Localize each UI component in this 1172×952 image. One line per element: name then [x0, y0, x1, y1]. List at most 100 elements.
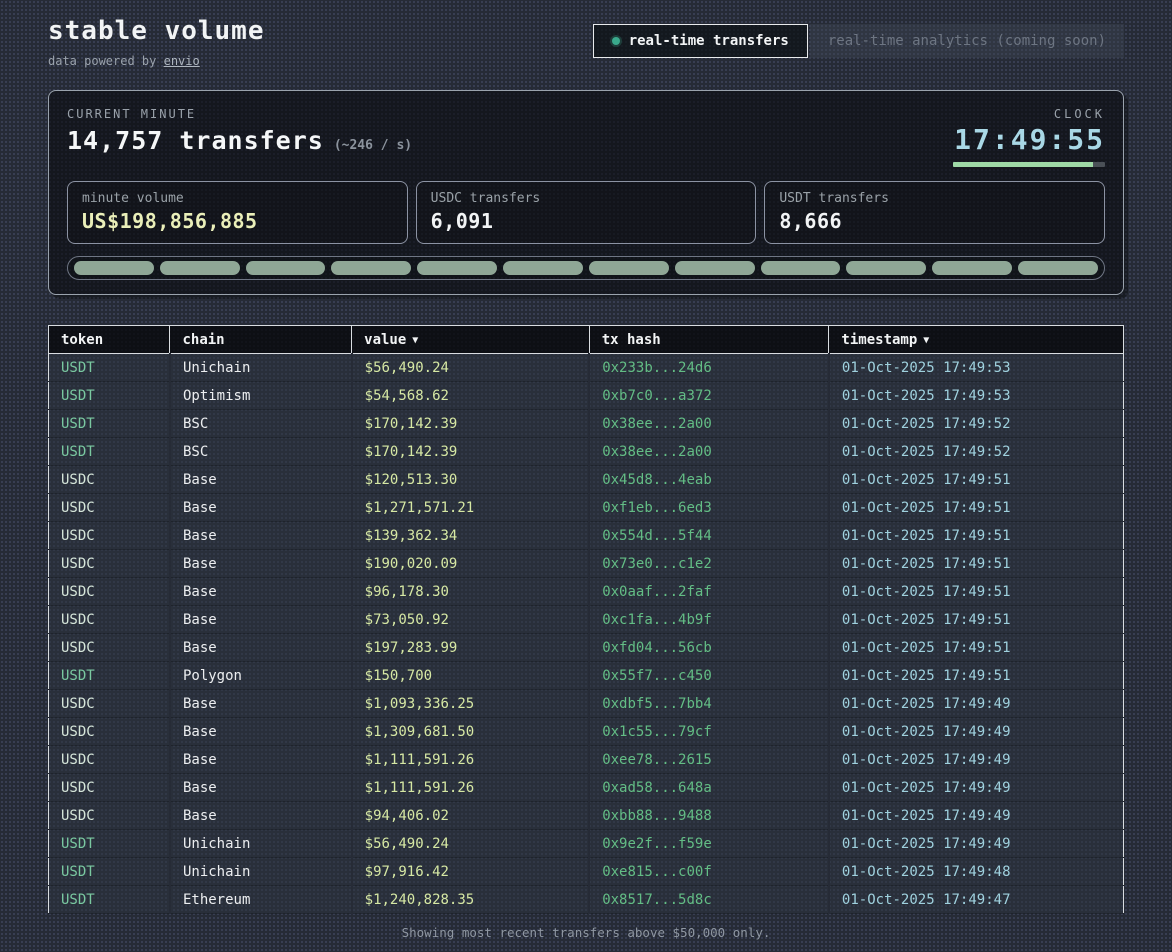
stat-value: US$198,856,885: [82, 209, 258, 233]
activity-segment: [245, 261, 326, 275]
activity-segment: [588, 261, 669, 275]
stat-boxes: minute volume US$198,856,885 USDC transf…: [67, 181, 1106, 244]
cell-tx-hash[interactable]: 0x233b...24d6: [589, 353, 830, 382]
cell-tx-hash[interactable]: 0x38ee...2a00: [589, 437, 830, 466]
cell-chain: Optimism: [169, 381, 353, 410]
cell-tx-hash[interactable]: 0xee78...2615: [589, 745, 830, 774]
table-row: USDC Base $96,178.30 0x0aaf...2faf 01-Oc…: [48, 577, 1124, 606]
table-row: USDC Base $1,309,681.50 0x1c55...79cf 01…: [48, 717, 1124, 746]
cell-tx-hash[interactable]: 0xe815...c00f: [589, 857, 830, 886]
cell-tx-hash[interactable]: 0x554d...5f44: [589, 521, 830, 550]
cell-value: $1,271,571.21: [351, 493, 591, 522]
cell-value: $139,362.34: [351, 521, 591, 550]
cell-timestamp: 01-Oct-2025 17:49:52: [828, 409, 1124, 438]
sort-desc-icon: ▼: [412, 334, 419, 346]
table-row: USDC Base $1,093,336.25 0xdbf5...7bb4 01…: [48, 689, 1124, 718]
cell-value: $170,142.39: [351, 409, 591, 438]
cell-chain: Polygon: [169, 661, 353, 690]
table-row: USDT Ethereum $1,240,828.35 0x8517...5d8…: [48, 885, 1124, 914]
stat-box-minute-volume: minute volume US$198,856,885: [67, 181, 408, 244]
activity-segment: [846, 261, 927, 275]
cell-token: USDT: [48, 437, 171, 466]
tab-real-time-transfers[interactable]: real-time transfers: [592, 24, 808, 58]
cell-chain: BSC: [169, 409, 353, 438]
col-header-token: token: [48, 325, 171, 354]
cell-tx-hash[interactable]: 0xdbf5...7bb4: [589, 689, 830, 718]
cell-tx-hash[interactable]: 0x1c55...79cf: [589, 717, 830, 746]
activity-segment: [1018, 261, 1098, 275]
col-header-timestamp[interactable]: timestamp ▼: [828, 325, 1124, 354]
cell-token: USDC: [48, 465, 171, 494]
title-block: stable volume data powered by envio: [48, 14, 265, 68]
cell-value: $170,142.39: [351, 437, 591, 466]
table-row: USDT Optimism $54,568.62 0xb7c0...a372 0…: [48, 381, 1124, 410]
cell-token: USDT: [48, 661, 171, 690]
cell-token: USDC: [48, 773, 171, 802]
cell-value: $1,093,336.25: [351, 689, 591, 718]
cell-timestamp: 01-Oct-2025 17:49:49: [828, 717, 1124, 746]
stat-value: 6,091: [430, 209, 494, 233]
cell-value: $56,490.24: [351, 353, 591, 382]
envio-link[interactable]: envio: [163, 54, 200, 68]
table-row: USDC Base $197,283.99 0xfd04...56cb 01-O…: [48, 633, 1124, 662]
cell-tx-hash[interactable]: 0xc1fa...4b9f: [589, 605, 830, 634]
stat-label: USDT transfers: [779, 191, 889, 206]
cell-token: USDC: [48, 801, 171, 830]
cell-timestamp: 01-Oct-2025 17:49:51: [828, 605, 1124, 634]
tab-real-time-analytics[interactable]: real-time analytics (coming soon): [809, 24, 1124, 58]
table-row: USDC Base $1,111,591.26 0xee78...2615 01…: [48, 745, 1124, 774]
cell-chain: Base: [169, 773, 353, 802]
table-row: USDC Base $139,362.34 0x554d...5f44 01-O…: [48, 521, 1124, 550]
table-row: USDT Unichain $56,490.24 0x9e2f...f59e 0…: [48, 829, 1124, 858]
table-row: USDT BSC $170,142.39 0x38ee...2a00 01-Oc…: [48, 409, 1124, 438]
activity-segment-bar: [67, 256, 1105, 280]
topbar: stable volume data powered by envio real…: [48, 14, 1124, 68]
clock-label: CLOCK: [1053, 107, 1105, 121]
cell-token: USDT: [48, 857, 171, 886]
cell-chain: Ethereum: [169, 885, 353, 914]
cell-tx-hash[interactable]: 0xb7c0...a372: [589, 381, 830, 410]
cell-timestamp: 01-Oct-2025 17:49:53: [828, 353, 1124, 382]
cell-timestamp: 01-Oct-2025 17:49:51: [828, 493, 1124, 522]
tab-label: real-time transfers: [628, 33, 789, 49]
cell-chain: Base: [169, 745, 353, 774]
cell-tx-hash[interactable]: 0x73e0...c1e2: [589, 549, 830, 578]
cell-value: $94,406.02: [351, 801, 591, 830]
activity-segment: [760, 261, 841, 275]
cell-timestamp: 01-Oct-2025 17:49:51: [828, 633, 1124, 662]
cell-tx-hash[interactable]: 0xbb88...9488: [589, 801, 830, 830]
tab-label: real-time analytics (coming soon): [827, 33, 1106, 49]
cell-tx-hash[interactable]: 0x9e2f...f59e: [589, 829, 830, 858]
cell-chain: Base: [169, 465, 353, 494]
cell-tx-hash[interactable]: 0xf1eb...6ed3: [589, 493, 830, 522]
activity-segment: [331, 261, 412, 275]
sort-desc-icon: ▼: [923, 334, 930, 346]
col-header-value[interactable]: value ▼: [351, 325, 590, 354]
cell-value: $120,513.30: [351, 465, 591, 494]
cell-value: $1,111,591.26: [351, 773, 591, 802]
activity-segment: [417, 261, 498, 275]
cell-value: $1,309,681.50: [351, 717, 591, 746]
cell-chain: BSC: [169, 437, 353, 466]
cell-tx-hash[interactable]: 0x45d8...4eab: [589, 465, 830, 494]
cell-token: USDT: [48, 381, 171, 410]
cell-token: USDT: [48, 409, 171, 438]
cell-token: USDC: [48, 605, 171, 634]
section-label: CURRENT MINUTE: [67, 107, 197, 121]
cell-tx-hash[interactable]: 0x0aaf...2faf: [589, 577, 830, 606]
cell-value: $54,568.62: [351, 381, 591, 410]
cell-token: USDC: [48, 633, 171, 662]
cell-tx-hash[interactable]: 0x8517...5d8c: [589, 885, 830, 914]
transfers-count: 14,757 transfers: [67, 126, 324, 155]
cell-tx-hash[interactable]: 0x55f7...c450: [589, 661, 830, 690]
cell-chain: Base: [169, 521, 353, 550]
current-minute-panel: CURRENT MINUTE 14,757 transfers (~246 / …: [48, 90, 1124, 295]
powered-by-prefix: data powered by: [48, 54, 164, 68]
cell-value: $97,916.42: [351, 857, 591, 886]
stat-value: 8,666: [779, 209, 843, 233]
cell-tx-hash[interactable]: 0xfd04...56cb: [589, 633, 830, 662]
cell-tx-hash[interactable]: 0x38ee...2a00: [589, 409, 830, 438]
cell-timestamp: 01-Oct-2025 17:49:51: [828, 465, 1124, 494]
cell-tx-hash[interactable]: 0xad58...648a: [589, 773, 830, 802]
cell-token: USDT: [48, 829, 171, 858]
